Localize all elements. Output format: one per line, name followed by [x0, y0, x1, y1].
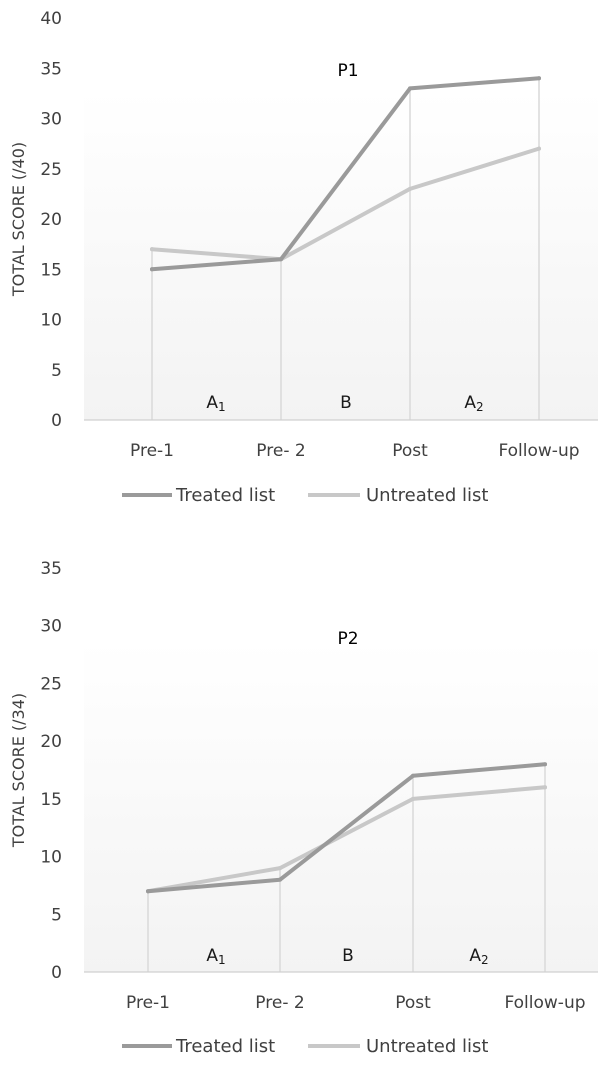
- x-tick-label: Pre- 2: [255, 993, 304, 1013]
- data-point: [146, 889, 150, 894]
- data-point: [543, 785, 547, 790]
- data-point: [537, 76, 541, 81]
- data-point: [537, 146, 541, 151]
- data-point: [411, 796, 415, 801]
- y-tick-label: 20: [40, 732, 62, 752]
- y-axis-label: TOTAL SCORE (/34): [9, 693, 28, 848]
- x-tick-label: Pre-1: [130, 441, 174, 461]
- legend: Treated list Untreated list: [122, 1036, 488, 1057]
- y-tick-label: 10: [40, 311, 62, 331]
- legend: Treated list Untreated list: [122, 485, 488, 506]
- y-axis-label: TOTAL SCORE (/40): [9, 142, 28, 297]
- y-tick-label: 35: [40, 59, 62, 79]
- data-point: [278, 866, 282, 871]
- y-tick-label: 20: [40, 210, 62, 230]
- legend-label-treated: Treated list: [175, 1036, 275, 1057]
- y-tick-label: 0: [51, 411, 62, 431]
- y-tick-label: 25: [40, 160, 62, 180]
- y-tick-label: 30: [40, 110, 62, 130]
- plot-area: [84, 640, 598, 972]
- phase-label: B: [342, 946, 354, 966]
- y-tick-label: 15: [40, 790, 62, 810]
- x-tick-label: Pre- 2: [256, 441, 305, 461]
- data-point: [278, 877, 282, 882]
- data-point: [279, 257, 283, 262]
- y-tick-label: 0: [51, 963, 62, 983]
- plot-area: [84, 90, 598, 421]
- data-point: [408, 186, 412, 191]
- y-tick-label: 5: [51, 905, 62, 925]
- y-tick-label: 15: [40, 260, 62, 280]
- series-line-untreated: [146, 785, 547, 894]
- chart-1: 0 5 10 15 20 25 30 35 40 TOTAL SCORE (/40) Pre-1 Pr…: [9, 9, 598, 506]
- legend-label-treated: Treated list: [175, 485, 275, 506]
- x-tick-label: Post: [395, 993, 431, 1013]
- data-point: [543, 762, 547, 767]
- legend-label-untreated: Untreated list: [366, 1036, 488, 1057]
- y-tick-label: 10: [40, 848, 62, 868]
- series-line-treated: [150, 76, 541, 272]
- x-tick-label: Follow-up: [498, 441, 579, 461]
- y-tick-label: 5: [51, 361, 62, 381]
- legend-label-untreated: Untreated list: [366, 485, 488, 506]
- y-tick-label: 30: [40, 617, 62, 637]
- series-line-treated: [146, 762, 547, 894]
- series-line-untreated: [150, 146, 541, 262]
- y-tick-label: 25: [40, 674, 62, 694]
- x-tick-label: Pre-1: [126, 993, 170, 1013]
- x-tick-label: Follow-up: [504, 993, 585, 1013]
- chart-2: 0 5 10 15 20 25 30 35 TOTAL SCORE (/34) Pre-1 Pre-…: [9, 559, 598, 1057]
- data-point: [408, 86, 412, 91]
- y-tick-label: 35: [40, 559, 62, 579]
- data-point: [150, 247, 154, 252]
- x-tick-label: Post: [392, 441, 428, 461]
- y-tick-label: 40: [40, 9, 62, 29]
- data-point: [150, 267, 154, 272]
- phase-label: B: [340, 393, 352, 413]
- data-point: [411, 773, 415, 778]
- chart-title: P1: [337, 61, 358, 81]
- chart-title: P2: [337, 629, 358, 649]
